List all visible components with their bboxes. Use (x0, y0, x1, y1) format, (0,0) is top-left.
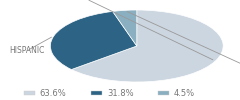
Wedge shape (50, 11, 137, 70)
Wedge shape (72, 10, 223, 82)
Text: 4.5%: 4.5% (174, 88, 195, 98)
FancyBboxPatch shape (24, 91, 35, 95)
FancyBboxPatch shape (91, 91, 102, 95)
Text: HISPANIC: HISPANIC (10, 46, 45, 56)
FancyBboxPatch shape (158, 91, 169, 95)
Wedge shape (113, 10, 137, 46)
Text: 63.6%: 63.6% (40, 88, 66, 98)
Text: 31.8%: 31.8% (107, 88, 133, 98)
